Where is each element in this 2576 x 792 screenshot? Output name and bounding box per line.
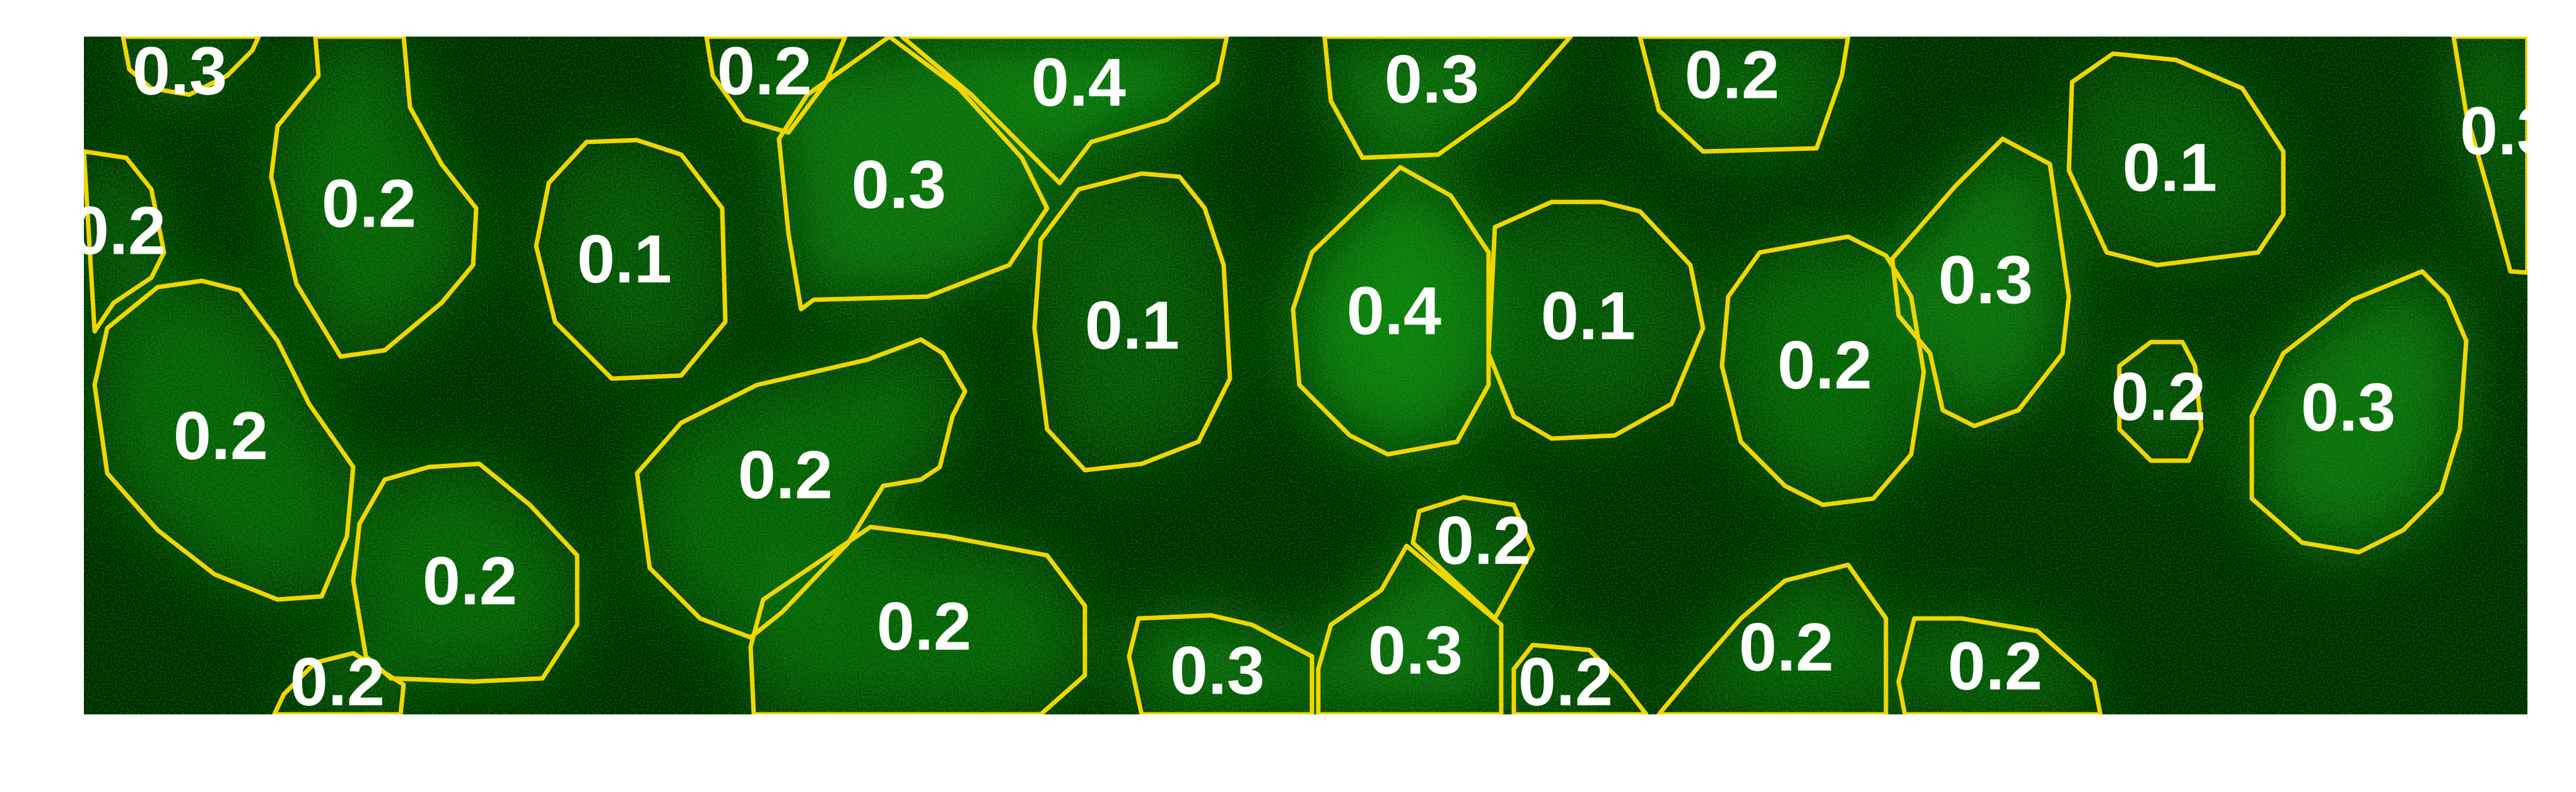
cell-outline <box>899 37 1229 186</box>
cell-value-label: 0.1 <box>577 221 672 297</box>
cell-value-label: 0.1 <box>2122 129 2217 206</box>
cell-value-label: 0.2 <box>1777 327 1872 403</box>
cell-outline <box>1637 37 1851 154</box>
cell-value-label: 0.3 <box>852 146 946 223</box>
cell-value-label: 0.2 <box>877 588 971 665</box>
cell-outline <box>272 651 406 714</box>
cell-value-label: 0.2 <box>1739 609 1834 685</box>
cell-outline <box>704 37 848 135</box>
cell-value-label: 0.2 <box>717 33 812 109</box>
cell-outline <box>2249 269 2469 555</box>
cell-outline <box>534 138 728 381</box>
cell-value-label: 0.1 <box>1541 278 1636 354</box>
cell-value-label: 0.3 <box>1938 242 2033 318</box>
cell-outline <box>1511 642 1649 714</box>
cell-outline <box>1032 171 1232 473</box>
cell-outline <box>84 149 167 334</box>
cell-value-label: 0.3 <box>1385 41 1479 117</box>
cell-outline <box>351 461 580 684</box>
cell-outline <box>1127 613 1314 714</box>
cell-value-label: 0.3 <box>2301 369 2396 446</box>
cell-outline <box>269 37 479 359</box>
cell-value-label: 0.2 <box>1948 628 2042 704</box>
cell-value-label: 0.3 <box>1170 632 1265 709</box>
cell-outline <box>2066 51 2286 268</box>
cell-outline <box>2451 37 2527 275</box>
cell-outline <box>1316 543 1504 714</box>
cell-value-label: 0.2 <box>2111 358 2206 435</box>
cell-outline <box>1656 562 1888 714</box>
cell-value-label: 0.2 <box>423 543 517 619</box>
cell-value-label: 0.2 <box>290 644 385 720</box>
cell-value-label: 0.3 <box>2460 93 2555 169</box>
cell-value-label: 0.2 <box>738 437 833 513</box>
cell-value-label: 0.1 <box>1085 287 1180 363</box>
cell-outline <box>748 524 1087 714</box>
cell-outline <box>635 337 968 640</box>
cell-outline <box>92 278 356 602</box>
cell-value-label: 0.2 <box>173 398 268 474</box>
cell-outline <box>2117 340 2204 463</box>
cell-outline <box>1291 165 1491 457</box>
cell-value-label: 0.2 <box>1436 502 1531 579</box>
cell-outline <box>1896 616 2103 714</box>
cell-labels: 0.3 0.2 0.1 0.2 0.2 0.2 0.2 0.2 0.4 0.3 0.2 0.1 0.2 0… <box>71 33 2555 720</box>
image-plane: 0.3 0.2 0.1 0.2 0.2 0.2 0.2 0.2 0.4 0.3 0.2 0.1 0.2 0… <box>71 33 2555 720</box>
cell-value-label: 0.4 <box>1031 44 1126 121</box>
cell-outline <box>1719 234 1926 507</box>
cell-value-label: 0.4 <box>1347 273 1441 349</box>
cell-outlines <box>84 37 2527 714</box>
cell-outline <box>1322 37 1573 160</box>
cell-value-label: 0.2 <box>1518 644 1613 720</box>
cell-value-label: 0.3 <box>132 33 227 109</box>
cell-value-label: 0.2 <box>322 165 416 242</box>
cell-value-label: 0.3 <box>1368 612 1463 689</box>
cell-outline <box>1890 136 2071 429</box>
cell-outline <box>120 37 261 97</box>
cell-outline <box>1486 199 1706 441</box>
cell-value-label: 0.2 <box>71 192 166 269</box>
cell-value-label: 0.2 <box>1685 37 1779 113</box>
